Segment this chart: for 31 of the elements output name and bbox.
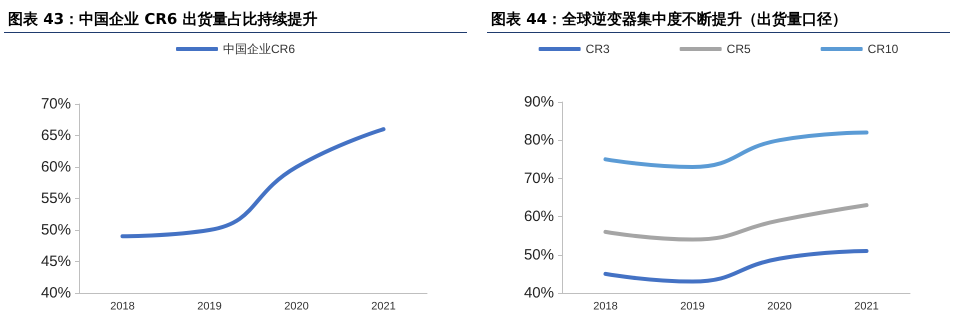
y-tick-label: 70% (40, 96, 71, 112)
y-tick-label: 60% (524, 208, 554, 226)
line-series (604, 248, 868, 284)
legend-label: CR3 (586, 42, 610, 56)
y-tick-label: 60% (40, 158, 71, 176)
x-tick-label: 2020 (767, 300, 792, 312)
x-tick-label: 2021 (371, 300, 396, 312)
y-tick-label: 50% (524, 246, 554, 264)
x-tick-label: 2020 (284, 300, 309, 312)
chart-title: 图表 44：全球逆变器集中度不断提升（出货量口径） (487, 6, 950, 33)
y-tick-label: 55% (40, 190, 71, 207)
x-tick-label: 2019 (680, 300, 705, 312)
x-tick-label: 2019 (197, 300, 222, 312)
line-series (604, 203, 868, 242)
line-series (604, 130, 868, 169)
y-tick-label: 50% (40, 222, 71, 238)
y-tick-label: 40% (40, 284, 71, 302)
y-tick-label: 45% (40, 253, 71, 270)
x-tick-label: 2021 (854, 300, 879, 312)
y-tick-label: 65% (40, 127, 71, 144)
y-tick-label: 40% (524, 284, 554, 302)
line-series (120, 127, 386, 238)
y-tick-label: 70% (524, 170, 554, 187)
y-tick-label: 80% (524, 132, 554, 149)
y-tick-label: 90% (524, 94, 554, 110)
x-tick-label: 2018 (593, 300, 618, 312)
legend-label: CR10 (868, 42, 899, 56)
x-tick-label: 2018 (110, 300, 135, 312)
legend-label: CR5 (726, 42, 751, 56)
legend-label: 中国企业CR6 (222, 42, 296, 56)
chart-title: 图表 43：中国企业 CR6 出货量占比持续提升 (4, 6, 467, 33)
